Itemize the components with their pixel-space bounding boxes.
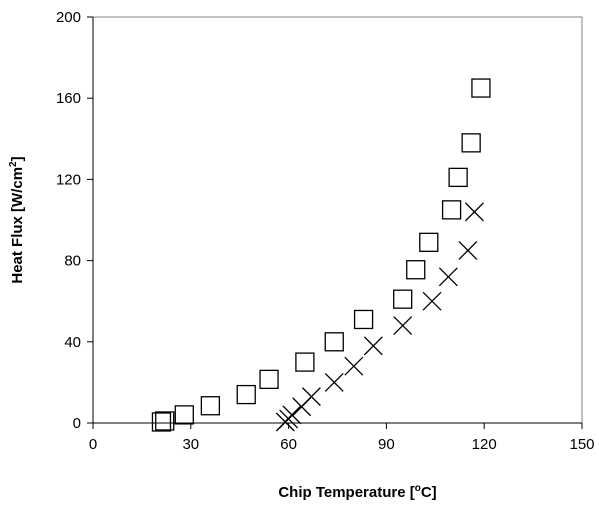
y-tick-label: 200	[56, 9, 81, 26]
cross-point	[324, 372, 344, 392]
cross-stroke	[438, 267, 458, 287]
y-tick-label: 80	[64, 253, 81, 270]
cross-point	[393, 316, 413, 336]
axis-ticks: 0 30 60 90 120 150 0 40 80 120 160 200	[56, 9, 595, 453]
square-point	[295, 352, 315, 372]
square-point	[200, 396, 221, 416]
x-tick-label: 0	[89, 436, 97, 453]
square-point	[406, 260, 426, 280]
x-tick-label: 150	[569, 436, 594, 453]
square-point	[448, 167, 468, 188]
cross-point	[458, 240, 478, 260]
cross-point	[363, 336, 383, 356]
cross-stroke	[324, 372, 344, 392]
x-axis-title: Chip Temperature [oC]	[278, 483, 436, 501]
y-tick-label: 160	[56, 90, 81, 107]
square-point	[236, 384, 256, 405]
square-point	[353, 309, 374, 330]
y-tick-label: 120	[56, 171, 81, 188]
square-point	[393, 289, 413, 309]
plot-frame	[92, 16, 583, 424]
cross-stroke	[458, 240, 478, 260]
x-tick-label: 30	[182, 436, 199, 453]
square-point	[324, 332, 344, 352]
cross-stroke	[301, 387, 321, 407]
y-tick-label: 0	[73, 415, 81, 432]
square-point	[471, 78, 491, 98]
cross-stroke	[393, 316, 413, 336]
square-point	[259, 369, 279, 390]
square-point	[441, 200, 462, 220]
x-tick-label: 120	[472, 436, 497, 453]
cross-point	[282, 405, 302, 425]
square-point	[151, 412, 172, 432]
square-point	[461, 133, 481, 153]
axis-titles: Chip Temperature [oC] Heat Flux [W/cm2]	[8, 156, 437, 501]
cross-stroke	[464, 202, 484, 222]
x-tick-label: 90	[378, 436, 395, 453]
y-tick-label: 40	[64, 334, 81, 351]
cross-point	[301, 387, 321, 407]
square-point	[174, 405, 194, 425]
cross-point	[422, 291, 442, 311]
square-point	[419, 232, 439, 252]
cross-stroke	[282, 405, 302, 425]
data-marks	[151, 78, 491, 432]
cross-point	[344, 356, 364, 376]
square-point	[155, 411, 175, 431]
y-axis-title: Heat Flux [W/cm2]	[8, 156, 26, 283]
cross-stroke	[344, 356, 364, 376]
cross-point	[464, 202, 484, 222]
cross-point	[438, 267, 458, 287]
cross-stroke	[422, 291, 442, 311]
x-tick-label: 60	[280, 436, 297, 453]
cross-stroke	[363, 336, 383, 356]
